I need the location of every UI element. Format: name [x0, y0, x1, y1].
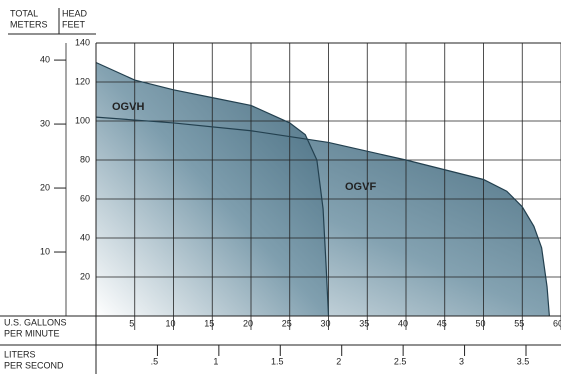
x2-tick-label: 3.5 [517, 356, 530, 366]
y-tick-label: 20 [40, 182, 50, 192]
x2-tick-label: 2 [336, 356, 341, 366]
x-tick-label: 15 [204, 318, 214, 328]
header: TOTAL [10, 8, 38, 18]
header: FEET [62, 19, 86, 29]
line [95, 61, 330, 317]
y-tick-label: 40 [40, 54, 50, 64]
x-tick-label: 55 [514, 318, 524, 328]
line [95, 116, 550, 317]
x-tick-label: 10 [165, 318, 175, 328]
header: METERS [10, 19, 48, 29]
x-tick-label: 5 [129, 318, 134, 328]
x-tick-label: 30 [320, 318, 330, 328]
y-tick-label: 30 [40, 118, 50, 128]
y2-tick-label: 140 [75, 37, 90, 47]
x2-tick-label: 3 [459, 356, 464, 366]
x2-tick-label: 1.5 [271, 356, 284, 366]
y-tick-label: 10 [40, 246, 50, 256]
y2-tick-label: 100 [75, 115, 90, 125]
axis-label: LITERS [4, 349, 36, 359]
x-tick-label: 45 [437, 318, 447, 328]
axis-label: PER MINUTE [4, 328, 60, 338]
x-tick-label: 35 [359, 318, 369, 328]
header: HEAD [62, 8, 88, 18]
x-tick-label: 50 [475, 318, 485, 328]
y2-tick-label: 20 [80, 271, 90, 281]
x-tick-label: 25 [282, 318, 292, 328]
series-label: OGVH [112, 101, 144, 113]
x-tick-label: 60 [553, 318, 561, 328]
x2-tick-label: .5 [151, 356, 159, 366]
x2-tick-label: 1 [213, 356, 218, 366]
x2-tick-label: 2.5 [394, 356, 407, 366]
y2-tick-label: 80 [80, 154, 90, 164]
y2-tick-label: 40 [80, 232, 90, 242]
x-tick-label: 20 [243, 318, 253, 328]
x-tick-label: 40 [398, 318, 408, 328]
y2-tick-label: 120 [75, 76, 90, 86]
series-label: OGVF [345, 181, 376, 193]
axis-label: PER SECOND [4, 360, 64, 370]
axis-label: U.S. GALLONS [4, 317, 67, 327]
y2-tick-label: 60 [80, 193, 90, 203]
